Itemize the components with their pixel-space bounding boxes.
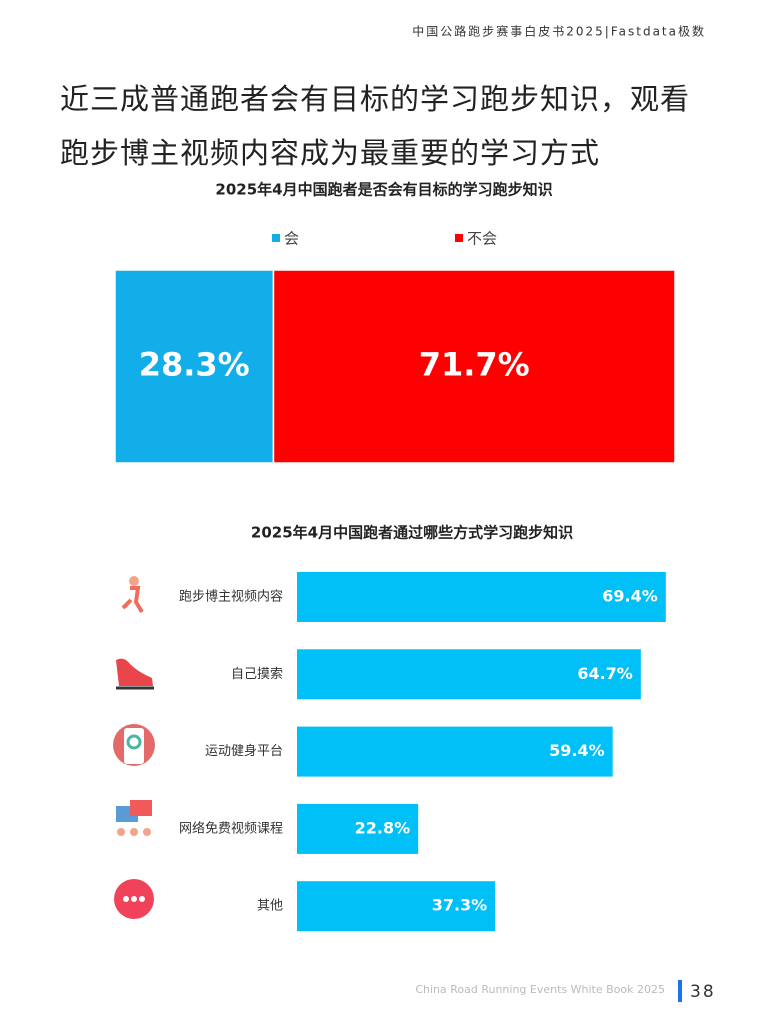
footer-text: China Road Running Events White Book 202…: [415, 983, 665, 996]
chart-title: 2025年4月中国跑者通过哪些方式学习跑步知识: [251, 524, 573, 542]
value-label: 59.4%: [549, 741, 605, 760]
bar: [297, 726, 613, 777]
value-label: 69.4%: [602, 587, 658, 606]
bar: [297, 649, 641, 700]
page-title: 近三成普通跑者会有目标的学习跑步知识，观看跑步博主视频内容成为最重要的学习方式: [60, 82, 691, 170]
value-label: 22.8%: [355, 818, 411, 837]
header-text: 中国公路跑步赛事白皮书2025|Fastdata极数: [412, 24, 706, 39]
bar-segment: [272, 269, 676, 464]
value-label: 64.7%: [577, 664, 633, 683]
page-number: 38: [690, 982, 716, 1002]
bar: [297, 881, 496, 932]
bar-segment: [114, 269, 275, 464]
category-label: 跑步博主视频内容: [179, 589, 283, 605]
category-label: 运动健身平台: [205, 743, 283, 759]
bar: [297, 572, 666, 622]
value-label: 28.3%: [139, 346, 250, 384]
category-label: 网络免费视频课程: [179, 820, 283, 836]
legend-label: 不会: [467, 230, 497, 248]
category-label: 其他: [257, 899, 283, 914]
icons: [113, 576, 155, 919]
value-label: 37.3%: [432, 896, 488, 915]
category-label: 自己摸索: [231, 667, 283, 682]
legend-swatch: [455, 234, 463, 242]
footer-bar: [678, 980, 682, 1002]
chart-title: 2025年4月中国跑者是否会有目标的学习跑步知识: [215, 181, 552, 199]
legend-label: 会: [284, 230, 299, 248]
value-label: 71.7%: [419, 346, 530, 384]
legend-swatch: [272, 234, 280, 242]
bar: [297, 803, 419, 854]
